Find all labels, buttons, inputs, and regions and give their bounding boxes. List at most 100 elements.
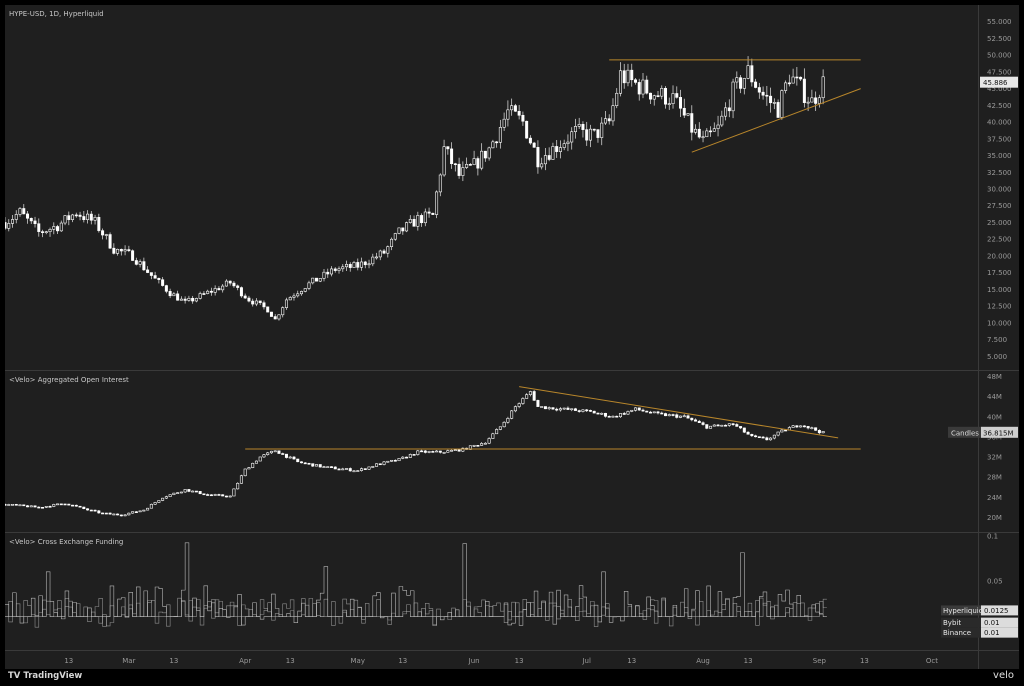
candle-body: [206, 290, 210, 294]
x-tick-label: Jul: [581, 657, 591, 665]
candle-body: [750, 433, 754, 437]
candle-body: [273, 450, 277, 453]
candle-body: [119, 248, 123, 252]
candle-body: [607, 118, 611, 122]
candle-body: [795, 425, 799, 428]
candle-body: [727, 107, 731, 112]
candle-body: [356, 262, 360, 268]
candle-body: [296, 293, 300, 297]
candle-body: [585, 129, 589, 141]
candle-body: [74, 504, 78, 507]
candle-body: [600, 122, 604, 138]
candle-body: [52, 504, 56, 507]
candle-body: [701, 422, 705, 425]
funding-series-line: [5, 542, 827, 626]
candle-body: [615, 92, 619, 107]
candle-body: [705, 424, 709, 429]
candle-body: [435, 450, 439, 453]
x-tick-label: Oct: [926, 657, 938, 665]
candle-body: [513, 406, 517, 412]
candle-body: [513, 105, 517, 112]
candle-body: [618, 413, 622, 418]
candle-body: [333, 268, 337, 271]
candle-body: [258, 456, 262, 462]
funding-series-value: 0.01: [984, 629, 1000, 637]
candle-body: [408, 454, 412, 458]
candle-body: [438, 174, 442, 193]
candle-body: [679, 415, 683, 418]
candle-body: [626, 411, 630, 415]
candle-body: [510, 410, 514, 419]
candle-body: [806, 101, 810, 104]
candle-body: [284, 299, 288, 308]
tradingview-logo[interactable]: 𝗧𝗩 TradingView: [8, 671, 83, 681]
candle-body: [108, 512, 112, 515]
candle-body: [176, 492, 180, 494]
candle-body: [217, 494, 221, 496]
candle-body: [161, 497, 165, 501]
candle-body: [247, 297, 251, 302]
chart-svg[interactable]: HYPE-USD, 1D, Hyperliquid 55.000 52.500 50.…: [3, 5, 1019, 669]
candle-body: [401, 227, 405, 232]
candle-body: [709, 425, 713, 429]
candle-body: [607, 416, 611, 418]
y-tick-label: 27.500: [987, 202, 1012, 210]
candle-body: [540, 406, 544, 408]
candle-body: [480, 443, 484, 446]
candle-body: [239, 475, 243, 484]
candle-body: [202, 293, 206, 295]
footer-bar: 𝗧𝗩 TradingView velo: [0, 669, 1024, 686]
candle-body: [232, 488, 236, 497]
funding-series-name: Bybit: [943, 619, 961, 627]
candle-body: [633, 79, 637, 83]
candle-body: [667, 414, 671, 417]
candle-body: [776, 431, 780, 436]
candle-body: [611, 105, 615, 122]
funding-series-value-box: [981, 617, 1018, 628]
oi-last-value: 36.815M: [983, 429, 1014, 437]
candle-body: [123, 514, 127, 517]
candle-body: [731, 423, 735, 426]
candle-body: [799, 76, 803, 80]
candle-body: [119, 514, 123, 517]
candle-body: [423, 211, 427, 224]
candle-body: [303, 288, 307, 292]
candle-body: [742, 427, 746, 433]
candle-body: [802, 425, 806, 428]
candle-body: [397, 227, 401, 234]
candle-body: [281, 307, 285, 316]
y-tick-label: 30.000: [987, 186, 1012, 194]
candle-body: [224, 280, 228, 287]
candle-body: [483, 150, 487, 159]
candle-body: [641, 79, 645, 95]
candle-body: [480, 150, 484, 169]
x-tick-label: Mar: [122, 657, 135, 665]
candle-body: [375, 256, 379, 259]
y-tick-label: 7.500: [987, 336, 1007, 344]
candle-body: [416, 450, 420, 455]
candle-body: [299, 291, 303, 295]
candle-body: [769, 95, 773, 104]
candle-body: [78, 214, 82, 217]
velo-logo[interactable]: velo: [993, 670, 1014, 681]
candle-body: [603, 118, 607, 124]
candle-body: [757, 87, 761, 93]
candle-body: [393, 233, 397, 240]
candle-body: [453, 449, 457, 451]
candle-body: [618, 70, 622, 94]
candle-body: [525, 120, 529, 139]
candle-body: [63, 215, 67, 224]
candle-body: [89, 213, 93, 221]
last-price-label: 45.886: [983, 79, 1008, 87]
candle-body: [648, 411, 652, 414]
candle-body: [690, 113, 694, 133]
candle-body: [138, 261, 142, 265]
candle-body: [630, 69, 634, 81]
candle-body: [371, 466, 375, 468]
x-tick-label: 13: [744, 657, 753, 665]
candle-body: [224, 495, 228, 498]
candle-body: [577, 410, 581, 412]
candle-body: [78, 505, 82, 508]
candle-body: [735, 424, 739, 427]
chart-canvas[interactable]: HYPE-USD, 1D, Hyperliquid 55.000 52.500 50.…: [3, 5, 1019, 669]
